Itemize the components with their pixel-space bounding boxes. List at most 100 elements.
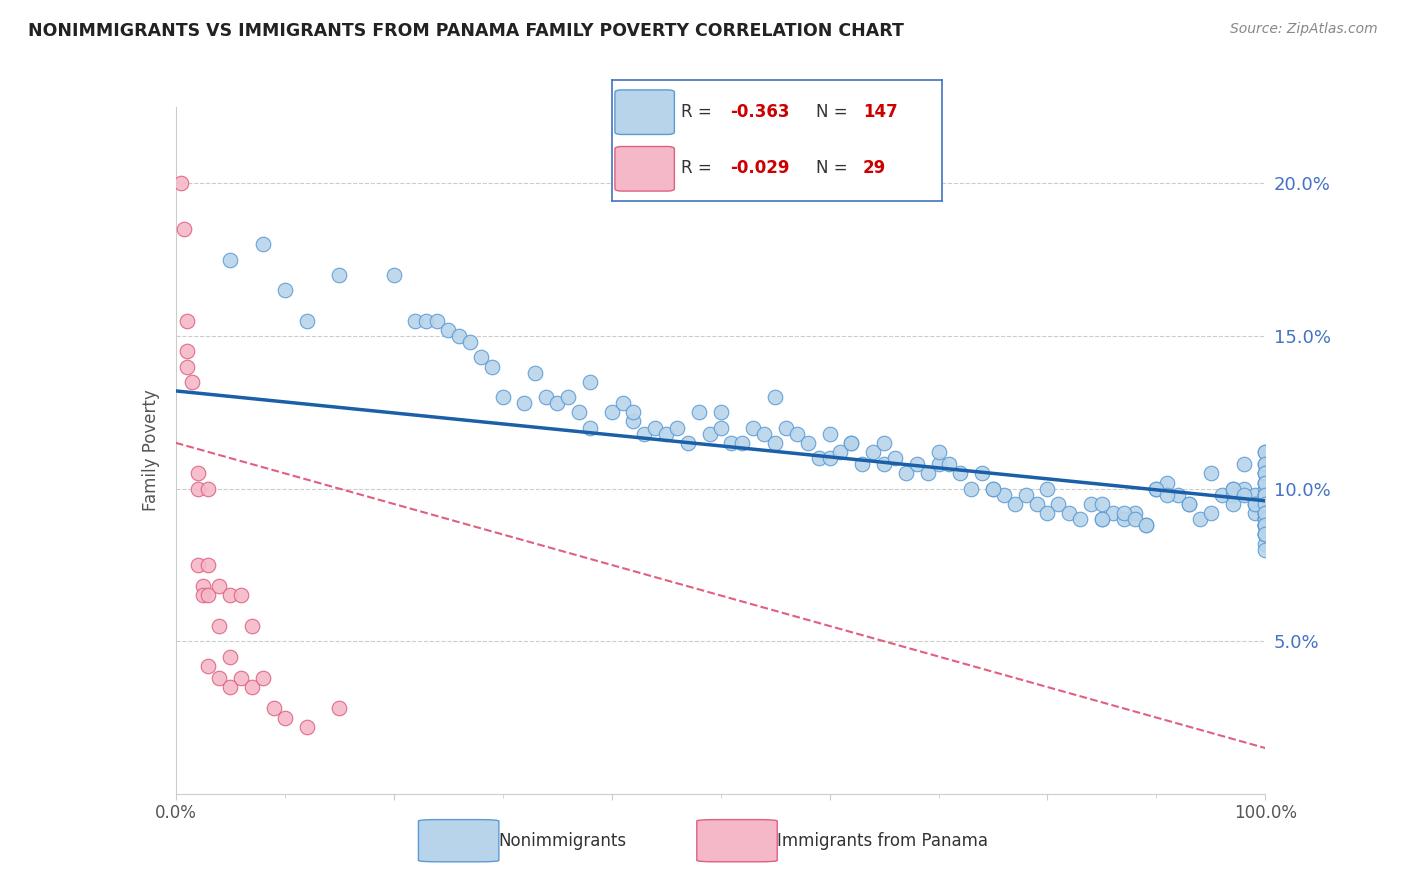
Point bbox=[1102, 506, 1125, 520]
Point bbox=[579, 375, 602, 389]
Point bbox=[1222, 497, 1244, 511]
Point bbox=[1036, 482, 1059, 496]
Point bbox=[1254, 457, 1277, 471]
Point bbox=[710, 420, 733, 434]
Text: N =: N = bbox=[817, 103, 853, 120]
Point bbox=[231, 589, 253, 603]
Point bbox=[742, 420, 765, 434]
Point bbox=[1091, 512, 1114, 526]
Point bbox=[731, 435, 754, 450]
Text: 29: 29 bbox=[863, 159, 886, 178]
Point bbox=[1254, 457, 1277, 471]
Point bbox=[470, 351, 492, 365]
Point bbox=[415, 314, 437, 328]
Point bbox=[437, 323, 460, 337]
Point bbox=[1254, 518, 1277, 533]
Point bbox=[1144, 482, 1167, 496]
Point bbox=[176, 314, 198, 328]
Y-axis label: Family Poverty: Family Poverty bbox=[142, 390, 160, 511]
Point bbox=[546, 396, 568, 410]
Point bbox=[1254, 512, 1277, 526]
Point bbox=[862, 445, 884, 459]
Point bbox=[621, 405, 644, 419]
Point bbox=[458, 335, 481, 350]
Point bbox=[1254, 445, 1277, 459]
Point bbox=[231, 671, 253, 685]
Text: NONIMMIGRANTS VS IMMIGRANTS FROM PANAMA FAMILY POVERTY CORRELATION CHART: NONIMMIGRANTS VS IMMIGRANTS FROM PANAMA … bbox=[28, 22, 904, 40]
Point bbox=[1254, 536, 1277, 550]
Point bbox=[928, 445, 950, 459]
Point bbox=[884, 451, 907, 466]
Point bbox=[1254, 475, 1277, 490]
Point bbox=[181, 375, 204, 389]
Point bbox=[1243, 488, 1265, 502]
Point bbox=[328, 268, 350, 282]
Point bbox=[710, 405, 733, 419]
Point bbox=[894, 467, 917, 481]
Point bbox=[1254, 445, 1277, 459]
Point bbox=[208, 619, 231, 633]
Point bbox=[688, 405, 710, 419]
Point bbox=[1069, 512, 1091, 526]
Point bbox=[633, 426, 655, 441]
Point bbox=[1254, 506, 1277, 520]
Point bbox=[568, 405, 591, 419]
Text: -0.029: -0.029 bbox=[731, 159, 790, 178]
Point bbox=[1199, 506, 1222, 520]
Point bbox=[949, 467, 972, 481]
Point bbox=[1112, 512, 1135, 526]
Point bbox=[186, 467, 209, 481]
Point bbox=[274, 283, 297, 297]
Point bbox=[841, 435, 863, 450]
Point bbox=[513, 396, 536, 410]
Point bbox=[1222, 482, 1244, 496]
Point bbox=[600, 405, 623, 419]
Point bbox=[1232, 482, 1256, 496]
Point bbox=[382, 268, 405, 282]
Point bbox=[1091, 497, 1114, 511]
Point bbox=[1254, 518, 1277, 533]
Point bbox=[1254, 518, 1277, 533]
Point bbox=[524, 366, 547, 380]
Point bbox=[1036, 506, 1059, 520]
Point bbox=[1135, 518, 1157, 533]
Point bbox=[208, 671, 231, 685]
Point bbox=[186, 558, 209, 572]
Point bbox=[295, 314, 318, 328]
Point bbox=[219, 252, 242, 267]
Point bbox=[1254, 506, 1277, 520]
Text: R =: R = bbox=[681, 103, 717, 120]
Point bbox=[676, 435, 699, 450]
Point bbox=[818, 451, 841, 466]
Point bbox=[1254, 488, 1277, 502]
Point bbox=[621, 414, 644, 428]
Point bbox=[754, 426, 776, 441]
Point bbox=[1112, 506, 1135, 520]
Point bbox=[1189, 512, 1212, 526]
Point bbox=[981, 482, 1004, 496]
Point bbox=[775, 420, 797, 434]
FancyBboxPatch shape bbox=[614, 146, 675, 191]
Point bbox=[1254, 506, 1277, 520]
Point bbox=[1004, 497, 1026, 511]
Point bbox=[1254, 497, 1277, 511]
Point bbox=[197, 658, 219, 673]
Point bbox=[405, 314, 427, 328]
Point bbox=[1254, 527, 1277, 541]
Point bbox=[1254, 475, 1277, 490]
Point bbox=[699, 426, 721, 441]
Point bbox=[1254, 527, 1277, 541]
Point bbox=[263, 701, 285, 715]
Point bbox=[1254, 497, 1277, 511]
Point bbox=[1254, 518, 1277, 533]
Point bbox=[1025, 497, 1047, 511]
Point bbox=[492, 390, 515, 404]
Point bbox=[219, 649, 242, 664]
Point bbox=[1222, 488, 1244, 502]
Text: 147: 147 bbox=[863, 103, 897, 120]
Point bbox=[612, 396, 634, 410]
Point bbox=[1254, 527, 1277, 541]
Point bbox=[240, 619, 263, 633]
Point bbox=[970, 467, 993, 481]
Point bbox=[666, 420, 689, 434]
